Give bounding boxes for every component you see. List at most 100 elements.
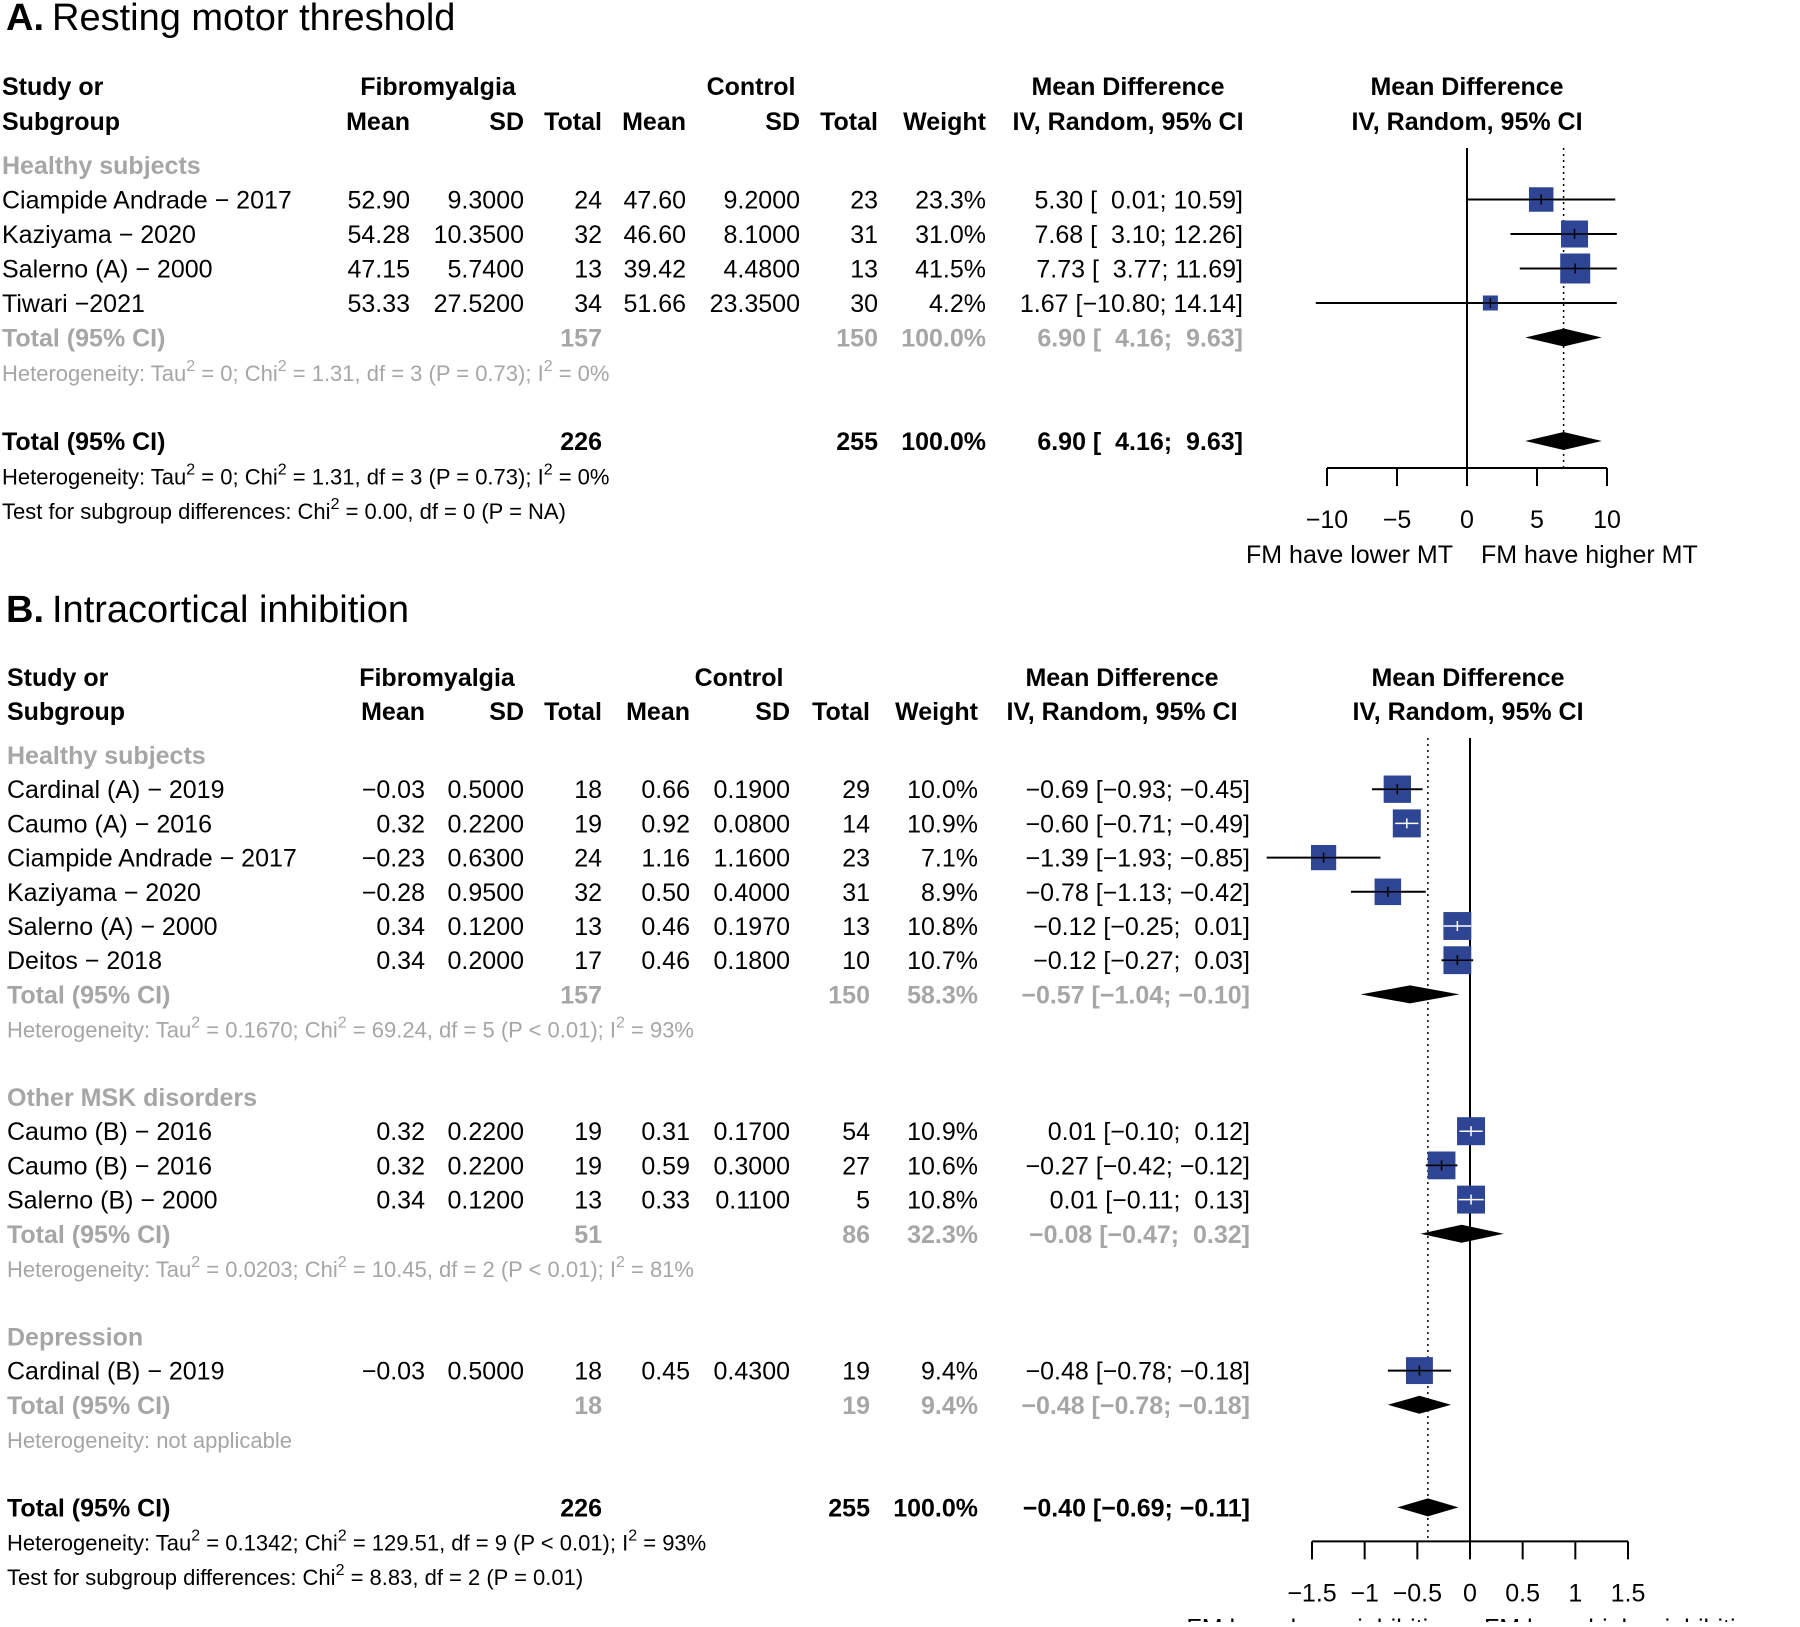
direction-label-right: FM have higher inhibition — [1484, 1614, 1763, 1622]
overall-heterogeneity: Heterogeneity: Tau2​ = 0; Chi2​ = 1.31, … — [2, 462, 609, 490]
weight-value: 31.0% — [915, 221, 986, 249]
header-control-total: Total — [820, 108, 878, 136]
subgroup-ci: −0.57 [−1.04; −0.10] — [1021, 981, 1250, 1009]
panel-title: A. Resting motor threshold — [6, 0, 455, 39]
control-total: 30 — [850, 290, 878, 318]
panel-letter: B. — [6, 589, 44, 631]
fm-total: 18 — [574, 1358, 602, 1386]
fm-total: 18 — [574, 776, 602, 804]
subgroup-weight: 100.0% — [901, 325, 986, 353]
weight-value: 7.1% — [921, 845, 978, 873]
ci-value: 0.01 [−0.11; 0.13] — [1050, 1187, 1250, 1215]
fm-total: 13 — [574, 256, 602, 284]
control-mean: 0.46 — [641, 913, 690, 941]
ci-value: −0.78 [−1.13; −0.42] — [1026, 879, 1251, 907]
subgroup-fm-total: 157 — [560, 325, 602, 353]
fm-mean: −0.03 — [362, 776, 425, 804]
subgroup-ci: −0.48 [−0.78; −0.18] — [1021, 1392, 1250, 1420]
overall-total-label: Total (95% CI) — [2, 428, 165, 456]
control-sd: 0.1970 — [714, 913, 790, 941]
direction-label-right: FM have higher MT — [1481, 541, 1698, 569]
fm-sd: 0.2200 — [448, 810, 524, 838]
pooled-diamond — [1525, 432, 1602, 450]
fm-mean: −0.28 — [362, 879, 425, 907]
fm-mean: 52.90 — [347, 187, 410, 215]
study-name: Cardinal (A) − 2019 — [7, 776, 224, 804]
subgroup-heterogeneity: Heterogeneity: Tau2​ = 0.1670; Chi2​ = 6… — [7, 1015, 694, 1043]
fm-total: 19 — [574, 810, 602, 838]
fm-mean: 0.34 — [376, 913, 425, 941]
pooled-diamond — [1360, 985, 1460, 1004]
x-tick-label: 1.5 — [1611, 1579, 1646, 1607]
subgroup-label: Healthy subjects — [7, 742, 206, 770]
control-mean: 0.31 — [641, 1118, 690, 1146]
subgroup-difference-test: Test for subgroup differences: Chi2​ = 0… — [2, 496, 566, 524]
header-fibromyalgia: Fibromyalgia — [360, 73, 517, 101]
x-tick-label: 0 — [1460, 506, 1474, 534]
ci-value: −0.12 [−0.25; 0.01] — [1033, 913, 1250, 941]
x-tick-label: −5 — [1383, 506, 1412, 534]
ci-value: −0.12 [−0.27; 0.03] — [1033, 947, 1250, 975]
header-subgroup: Subgroup — [2, 108, 120, 136]
ci-value: −1.39 [−1.93; −0.85] — [1026, 845, 1251, 873]
panel-letter: A. — [6, 0, 44, 39]
header-mean-difference: Mean Difference — [1025, 664, 1218, 692]
subgroup-fm-total: 18 — [574, 1392, 602, 1420]
header-iv-random: IV, Random, 95% CI — [1006, 698, 1237, 726]
subgroup-ci: 6.90 [ 4.16; 9.63] — [1037, 325, 1243, 353]
fm-total: 24 — [574, 845, 602, 873]
control-sd: 1.1600 — [714, 845, 790, 873]
fm-sd: 0.1200 — [448, 1187, 524, 1215]
header-fm-total: Total — [544, 698, 602, 726]
study-name: Caumo (B) − 2016 — [7, 1152, 212, 1180]
fm-mean: 0.32 — [376, 1152, 425, 1180]
ci-value: −0.27 [−0.42; −0.12] — [1026, 1152, 1251, 1180]
header-study-or: Study or — [2, 73, 104, 101]
control-total: 13 — [842, 913, 870, 941]
header-control-sd: SD — [755, 698, 790, 726]
study-name: Salerno (B) − 2000 — [7, 1187, 218, 1215]
header-plot-iv-random: IV, Random, 95% CI — [1351, 108, 1582, 136]
weight-value: 10.9% — [907, 810, 978, 838]
control-total: 29 — [842, 776, 870, 804]
ci-value: 5.30 [ 0.01; 10.59] — [1035, 187, 1244, 215]
header-fibromyalgia: Fibromyalgia — [359, 664, 516, 692]
control-sd: 0.4300 — [714, 1358, 790, 1386]
header-fm-sd: SD — [489, 108, 524, 136]
fm-total: 13 — [574, 913, 602, 941]
weight-value: 23.3% — [915, 187, 986, 215]
control-total: 31 — [850, 221, 878, 249]
fm-total: 19 — [574, 1118, 602, 1146]
control-sd: 0.0800 — [714, 810, 790, 838]
control-total: 27 — [842, 1152, 870, 1180]
pooled-diamond — [1420, 1224, 1504, 1243]
fm-mean: 53.33 — [347, 290, 410, 318]
weight-value: 10.6% — [907, 1152, 978, 1180]
study-name: Caumo (A) − 2016 — [7, 810, 212, 838]
control-mean: 1.16 — [641, 845, 690, 873]
fm-mean: 0.32 — [376, 810, 425, 838]
header-control-mean: Mean — [622, 108, 686, 136]
fm-sd: 0.5000 — [448, 776, 524, 804]
header-study-or: Study or — [7, 664, 109, 692]
fm-total: 17 — [574, 947, 602, 975]
x-tick-label: 0.5 — [1505, 1579, 1540, 1607]
header-iv-random: IV, Random, 95% CI — [1012, 108, 1243, 136]
fm-sd: 5.7400 — [448, 256, 524, 284]
pooled-diamond — [1397, 1498, 1459, 1517]
fm-mean: 0.34 — [376, 1187, 425, 1215]
control-mean: 47.60 — [623, 187, 686, 215]
control-total: 5 — [856, 1187, 870, 1215]
overall-total-label: Total (95% CI) — [7, 1494, 170, 1522]
subgroup-weight: 58.3% — [907, 981, 978, 1009]
study-name: Kaziyama − 2020 — [2, 221, 196, 249]
fm-total: 19 — [574, 1152, 602, 1180]
subgroup-weight: 32.3% — [907, 1221, 978, 1249]
ci-value: −0.48 [−0.78; −0.18] — [1026, 1358, 1251, 1386]
subgroup-weight: 9.4% — [921, 1392, 978, 1420]
control-mean: 0.45 — [641, 1358, 690, 1386]
x-tick-label: −1.5 — [1287, 1579, 1336, 1607]
header-mean-difference: Mean Difference — [1031, 73, 1224, 101]
subgroup-heterogeneity: Heterogeneity: Tau2​ = 0.0203; Chi2​ = 1… — [7, 1254, 694, 1282]
ci-value: −0.60 [−0.71; −0.49] — [1026, 810, 1251, 838]
